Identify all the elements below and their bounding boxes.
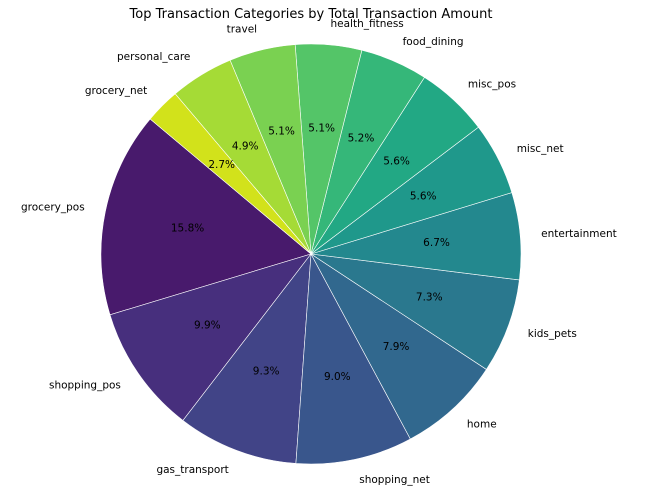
category-label-gas-transport: gas_transport: [156, 464, 228, 476]
category-label-health-fitness: health_fitness: [331, 18, 404, 30]
chart-title: Top Transaction Categories by Total Tran…: [129, 7, 493, 22]
category-label-entertainment: entertainment: [541, 228, 617, 240]
category-label-food-dining: food_dining: [403, 36, 464, 48]
percent-label-misc-pos: 5.6%: [383, 156, 410, 168]
percent-label-home: 7.9%: [383, 341, 410, 353]
category-label-kids-pets: kids_pets: [528, 328, 577, 340]
pie-slice-grocery-pos: [100, 118, 312, 316]
percent-label-food-dining: 5.2%: [348, 132, 375, 144]
pie-slice-grocery-net: [149, 93, 312, 255]
percent-label-travel: 5.1%: [268, 125, 295, 137]
percent-label-gas-transport: 9.3%: [253, 366, 280, 378]
percent-label-kids-pets: 7.3%: [416, 292, 443, 304]
percent-label-grocery-net: 2.7%: [208, 159, 235, 171]
percent-label-entertainment: 6.7%: [423, 237, 450, 249]
percent-label-shopping-pos: 9.9%: [194, 320, 221, 332]
pie-slice-gas-transport: [182, 253, 312, 464]
category-label-home: home: [467, 418, 497, 430]
percent-label-misc-net: 5.6%: [410, 191, 437, 203]
percent-label-personal-care: 4.9%: [232, 141, 259, 153]
category-label-shopping-pos: shopping_pos: [49, 379, 121, 391]
pie-slice-shopping-pos: [109, 253, 312, 421]
category-label-grocery-pos: grocery_pos: [21, 202, 85, 214]
percent-label-grocery-pos: 15.8%: [171, 223, 204, 235]
percent-label-health-fitness: 5.1%: [308, 122, 335, 134]
category-label-misc-pos: misc_pos: [468, 78, 516, 90]
category-label-personal-care: personal_care: [117, 51, 190, 63]
category-label-grocery-net: grocery_net: [85, 85, 147, 97]
category-label-misc-net: misc_net: [517, 143, 564, 155]
percent-label-shopping-net: 9.0%: [324, 371, 351, 383]
category-label-shopping-net: shopping_net: [359, 474, 430, 486]
category-label-travel: travel: [227, 23, 257, 35]
pie-labels: grocery_pos 15.8% shopping_pos 9.9% gas_tran…: [21, 18, 617, 486]
pie-slice-home: [310, 253, 487, 440]
pie-slices: [100, 43, 522, 465]
pie-slice-shopping-net: [295, 252, 411, 465]
